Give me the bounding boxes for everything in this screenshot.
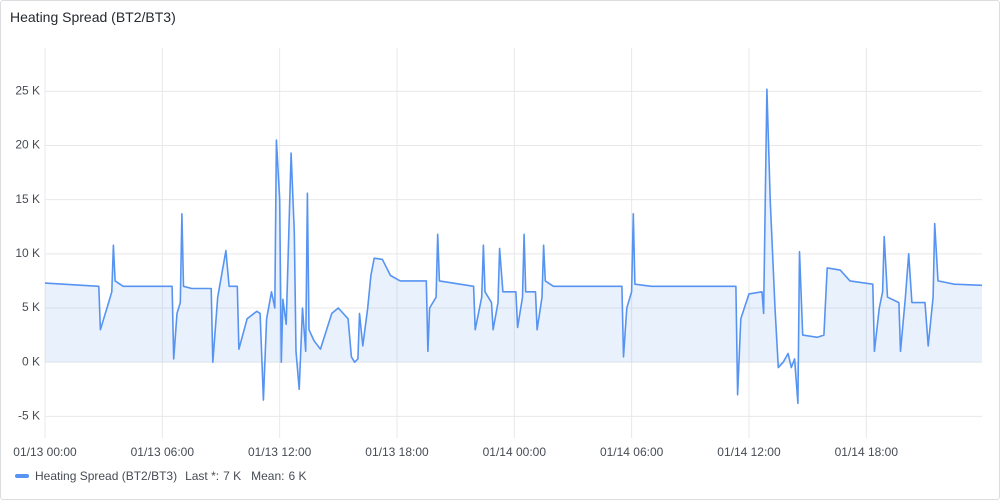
x-tick-label: 01/14 18:00 xyxy=(835,445,899,459)
x-tick-label: 01/14 00:00 xyxy=(483,445,547,459)
legend-stat-value: 6 K xyxy=(288,469,307,483)
x-tick-label: 01/14 06:00 xyxy=(600,445,664,459)
y-tick-label: 5 K xyxy=(22,300,40,314)
legend: Heating Spread (BT2/BT3) Last *: 7 K Mean:… xyxy=(15,469,307,483)
legend-stat-name: Mean: xyxy=(251,469,285,483)
x-tick-label: 01/13 18:00 xyxy=(365,445,429,459)
y-tick-label: 15 K xyxy=(15,192,40,206)
legend-stat-name: Last *: xyxy=(185,469,220,483)
y-tick-label: -5 K xyxy=(18,409,40,423)
y-tick-label: 10 K xyxy=(15,246,40,260)
legend-swatch xyxy=(15,474,29,478)
legend-stat-value: 7 K xyxy=(223,469,242,483)
x-tick-label: 01/14 12:00 xyxy=(717,445,781,459)
y-tick-label: 20 K xyxy=(15,138,40,152)
x-tick-label: 01/13 06:00 xyxy=(131,445,195,459)
legend-stats: Last *: 7 K Mean: 6 K xyxy=(185,469,306,483)
x-tick-label: 01/13 00:00 xyxy=(13,445,77,459)
legend-label[interactable]: Heating Spread (BT2/BT3) xyxy=(35,469,178,483)
y-tick-label: 0 K xyxy=(22,354,40,368)
y-tick-label: 25 K xyxy=(15,84,40,98)
series-line xyxy=(44,88,983,405)
panel-title: Heating Spread (BT2/BT3) xyxy=(10,9,176,25)
x-tick-label: 01/13 12:00 xyxy=(248,445,312,459)
area-fill xyxy=(45,89,982,404)
